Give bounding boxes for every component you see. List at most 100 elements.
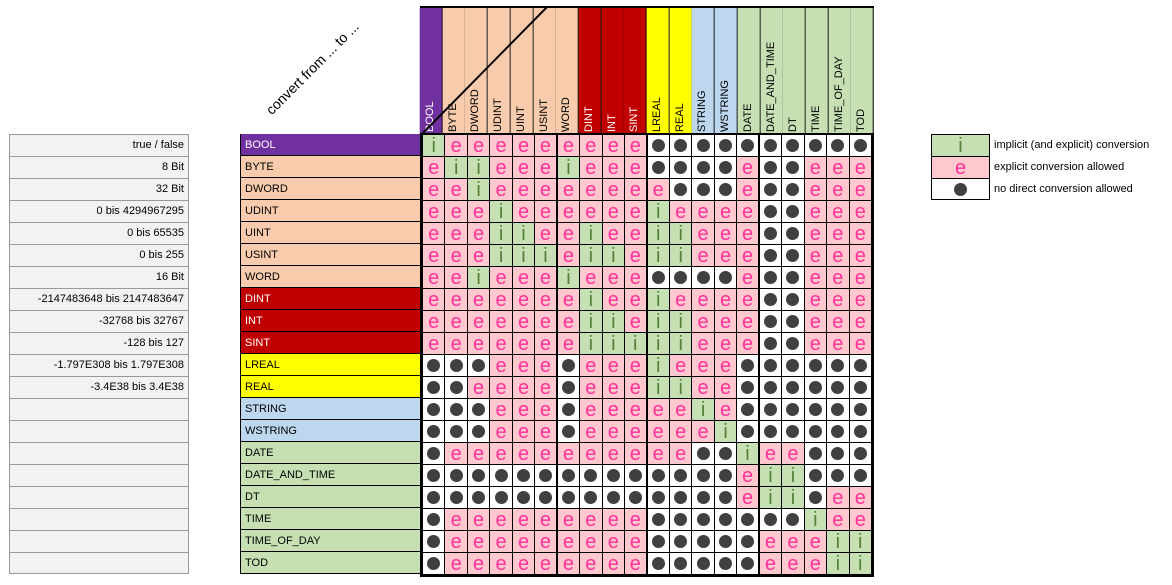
matrix-cell <box>737 377 760 399</box>
matrix-cell: i <box>580 245 603 267</box>
matrix-cell: e <box>602 267 626 289</box>
no-conversion-dot-icon <box>831 403 845 416</box>
matrix-cell <box>737 421 760 443</box>
matrix-cell: e <box>512 377 536 399</box>
no-conversion-dot-icon <box>763 139 777 152</box>
matrix-cell: e <box>467 377 491 399</box>
value-range-cell: -32768 bis 32767 <box>9 310 189 332</box>
row-label-udint: UDINT <box>240 200 420 222</box>
no-conversion-dot-icon <box>674 161 688 174</box>
no-conversion-dot-icon <box>472 403 486 416</box>
matrix-cell <box>759 201 783 223</box>
matrix-cell: e <box>669 355 693 377</box>
matrix-cell <box>512 465 536 487</box>
matrix-cell: e <box>737 267 760 289</box>
value-range-cell: -2147483648 bis 2147483647 <box>9 288 189 310</box>
matrix-cell: e <box>512 267 536 289</box>
matrix-cell: i <box>692 399 715 421</box>
matrix-cell: e <box>782 443 805 465</box>
matrix-cell <box>849 377 872 399</box>
matrix-cell: e <box>849 311 872 333</box>
matrix-cell: e <box>490 267 513 289</box>
matrix-cell <box>625 487 648 509</box>
matrix-cell: e <box>692 311 715 333</box>
row-label-wstring: WSTRING <box>240 420 420 442</box>
no-conversion-dot-icon <box>763 513 777 526</box>
matrix-cell <box>580 465 603 487</box>
matrix-cell: e <box>625 201 648 223</box>
no-conversion-dot-icon <box>651 161 665 174</box>
legend-label: no direct conversion allowed <box>994 183 1133 195</box>
no-conversion-dot-icon <box>786 359 800 372</box>
matrix-cell: e <box>535 399 558 421</box>
matrix-cell <box>602 487 626 509</box>
no-conversion-dot-icon <box>494 469 508 482</box>
matrix-cell: e <box>714 311 738 333</box>
no-conversion-dot-icon <box>719 139 733 152</box>
column-header-wstring: WSTRING <box>715 8 738 134</box>
legend-swatch: i <box>931 134 990 157</box>
matrix-cell: e <box>535 531 558 553</box>
matrix-cell <box>423 355 446 377</box>
matrix-cell: e <box>423 179 446 201</box>
matrix-cell: e <box>423 245 446 267</box>
matrix-cell: e <box>445 135 468 157</box>
matrix-cell: e <box>535 509 558 531</box>
matrix-cell: e <box>827 487 850 509</box>
matrix-cell <box>692 157 715 179</box>
no-conversion-dot-icon <box>853 425 867 438</box>
matrix-cell: e <box>827 289 850 311</box>
matrix-cell <box>782 135 805 157</box>
no-conversion-dot-icon <box>449 425 463 438</box>
matrix-cell: i <box>467 267 491 289</box>
matrix-cell <box>804 421 828 443</box>
column-header-date: DATE <box>737 8 761 134</box>
matrix-cell: e <box>423 201 446 223</box>
matrix-cell: e <box>625 179 648 201</box>
matrix-cell <box>759 509 783 531</box>
matrix-cell: e <box>467 245 491 267</box>
matrix-cell: e <box>669 421 693 443</box>
value-range-cell: true / false <box>9 134 189 156</box>
matrix-cell <box>692 553 715 575</box>
matrix-cell: e <box>625 399 648 421</box>
matrix-cell: e <box>669 399 693 421</box>
column-header-tod: TOD <box>851 8 874 134</box>
row-label-time: TIME <box>240 508 420 530</box>
matrix-cell: i <box>602 333 626 355</box>
matrix-cell: e <box>490 509 513 531</box>
matrix-cell: e <box>490 135 513 157</box>
matrix-cell <box>692 443 715 465</box>
no-conversion-dot-icon <box>696 271 710 284</box>
matrix-cell: e <box>512 355 536 377</box>
matrix-cell: i <box>714 421 738 443</box>
column-header-dint: DINT <box>578 8 602 134</box>
matrix-cell: i <box>535 245 558 267</box>
no-conversion-dot-icon <box>674 183 688 196</box>
matrix-cell: i <box>490 223 513 245</box>
matrix-cell: e <box>692 355 715 377</box>
value-range-cell: 8 Bit <box>9 156 189 178</box>
matrix-cell <box>669 157 693 179</box>
matrix-cell: i <box>512 223 536 245</box>
matrix-cell: e <box>625 245 648 267</box>
row-label-time_of_day: TIME_OF_DAY <box>240 530 420 552</box>
matrix-cell: e <box>445 179 468 201</box>
matrix-cell <box>647 267 670 289</box>
matrix-cell <box>759 157 783 179</box>
matrix-cell: i <box>669 377 693 399</box>
no-conversion-dot-icon <box>763 249 777 262</box>
matrix-cell <box>557 487 581 509</box>
no-conversion-dot-icon <box>786 161 800 174</box>
matrix-cell: e <box>580 355 603 377</box>
no-conversion-dot-icon <box>651 139 665 152</box>
matrix-cell: e <box>445 311 468 333</box>
no-conversion-dot-icon <box>719 557 733 570</box>
matrix-cell: e <box>535 377 558 399</box>
matrix-cell: e <box>535 267 558 289</box>
matrix-cell: i <box>467 157 491 179</box>
matrix-cell: e <box>535 135 558 157</box>
matrix-cell <box>445 421 468 443</box>
matrix-cell: i <box>580 223 603 245</box>
no-conversion-dot-icon <box>696 469 710 482</box>
